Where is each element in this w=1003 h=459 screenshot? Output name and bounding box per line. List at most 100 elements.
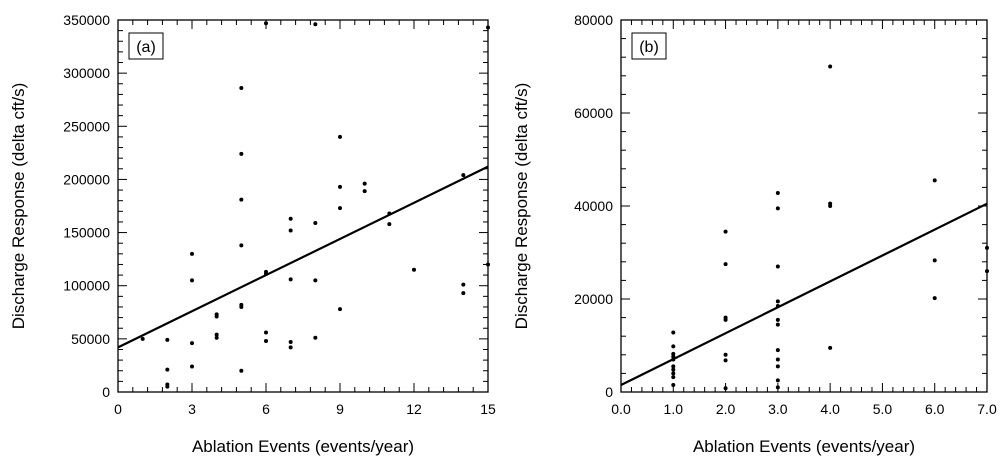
y-tick-label: 0 [102, 384, 110, 400]
data-point [362, 181, 367, 186]
data-point [932, 178, 937, 183]
data-point [671, 367, 676, 372]
data-point [828, 204, 833, 208]
data-point [461, 282, 466, 287]
y-axis-title: Discharge Response (delta cft/s) [9, 83, 28, 330]
data-point [288, 340, 293, 345]
data-point [671, 354, 676, 359]
data-point [775, 364, 780, 369]
regression-line [620, 202, 988, 387]
data-point [671, 344, 676, 349]
data-point [775, 303, 780, 308]
data-point [775, 348, 780, 353]
panel-label: (a) [136, 39, 156, 56]
data-point [412, 267, 416, 272]
y-tick-label: 80000 [574, 12, 613, 28]
y-tick-label: 150000 [63, 225, 110, 241]
data-point [932, 258, 937, 263]
data-point [190, 364, 194, 369]
x-tick-label: 0 [114, 401, 122, 417]
data-point [723, 229, 728, 234]
data-point [190, 251, 194, 256]
data-point [723, 358, 728, 363]
y-tick-label: 20000 [574, 291, 613, 307]
y-tick-label: 50000 [71, 331, 110, 347]
data-point [214, 332, 219, 337]
data-point [338, 206, 342, 211]
panel-a: 0 3 6 9 12 15 0 50000 100000 150000 200000 250000 30… [9, 12, 496, 456]
data-point [264, 330, 268, 335]
x-tick-label: 7.0 [977, 401, 997, 417]
x-tick-label: 6.0 [925, 401, 945, 417]
y-axis-title: Discharge Response (delta cft/s) [512, 83, 531, 330]
x-tick-label: 15 [480, 401, 496, 417]
data-point [775, 264, 780, 269]
x-tick-label: 3 [188, 401, 196, 417]
data-point [671, 330, 676, 335]
data-point [338, 184, 342, 189]
data-point [723, 386, 728, 391]
data-point [338, 307, 342, 312]
data-point [239, 86, 244, 91]
data-point [723, 262, 728, 267]
panel-label-box [128, 32, 164, 60]
data-point [288, 216, 293, 221]
data-point [288, 277, 293, 282]
data-point [338, 134, 342, 139]
data-point [723, 352, 728, 357]
data-point [190, 341, 194, 346]
data-point [775, 357, 780, 362]
regression-line [117, 165, 489, 349]
x-tick-label: 3.0 [768, 401, 788, 417]
data-point [671, 375, 676, 380]
data-point [775, 378, 780, 383]
data-point [828, 64, 833, 69]
data-point [486, 25, 490, 30]
data-point [239, 368, 244, 373]
y-tick-label: 60000 [574, 105, 613, 121]
data-point [214, 314, 219, 319]
y-tick-label: 200000 [63, 171, 110, 187]
data-point [239, 304, 244, 309]
panel-b: 0.0 1.0 2.0 3.0 4.0 5.0 6.0 7.0 0 20000 40000 60000… [512, 12, 997, 456]
panel-label: (b) [639, 39, 659, 56]
y-tick-label: 300000 [63, 65, 110, 81]
data-point [828, 345, 833, 350]
data-point [671, 383, 676, 388]
plot-frame [117, 19, 489, 393]
panel-label-box [631, 32, 667, 60]
data-point [313, 221, 318, 226]
data-point [288, 228, 293, 233]
data-point [387, 211, 392, 216]
data-point [985, 269, 989, 274]
data-point [239, 197, 244, 202]
data-point [671, 357, 676, 362]
data-point [775, 385, 780, 390]
data-point [313, 278, 318, 283]
x-tick-label: 12 [406, 401, 422, 417]
x-tick-label: 0.0 [611, 401, 631, 417]
y-tick-label: 0 [605, 384, 613, 400]
data-point [775, 299, 780, 304]
y-tick-label: 350000 [63, 12, 110, 28]
data-point [190, 278, 194, 283]
data-point [165, 367, 170, 372]
x-tick-label: 1.0 [664, 401, 684, 417]
data-point [239, 243, 244, 248]
data-point [362, 189, 367, 194]
data-point [461, 173, 466, 178]
data-point [486, 262, 490, 267]
data-point [932, 296, 937, 301]
y-tick-label: 40000 [574, 198, 613, 214]
data-point [775, 322, 780, 327]
data-point [723, 317, 728, 322]
data-point [671, 364, 676, 369]
data-point [140, 336, 145, 341]
data-point [239, 151, 244, 156]
x-tick-label: 2.0 [716, 401, 736, 417]
data-point [671, 351, 676, 356]
x-tick-label: 5.0 [873, 401, 893, 417]
data-point [985, 245, 989, 250]
data-point [214, 335, 219, 340]
